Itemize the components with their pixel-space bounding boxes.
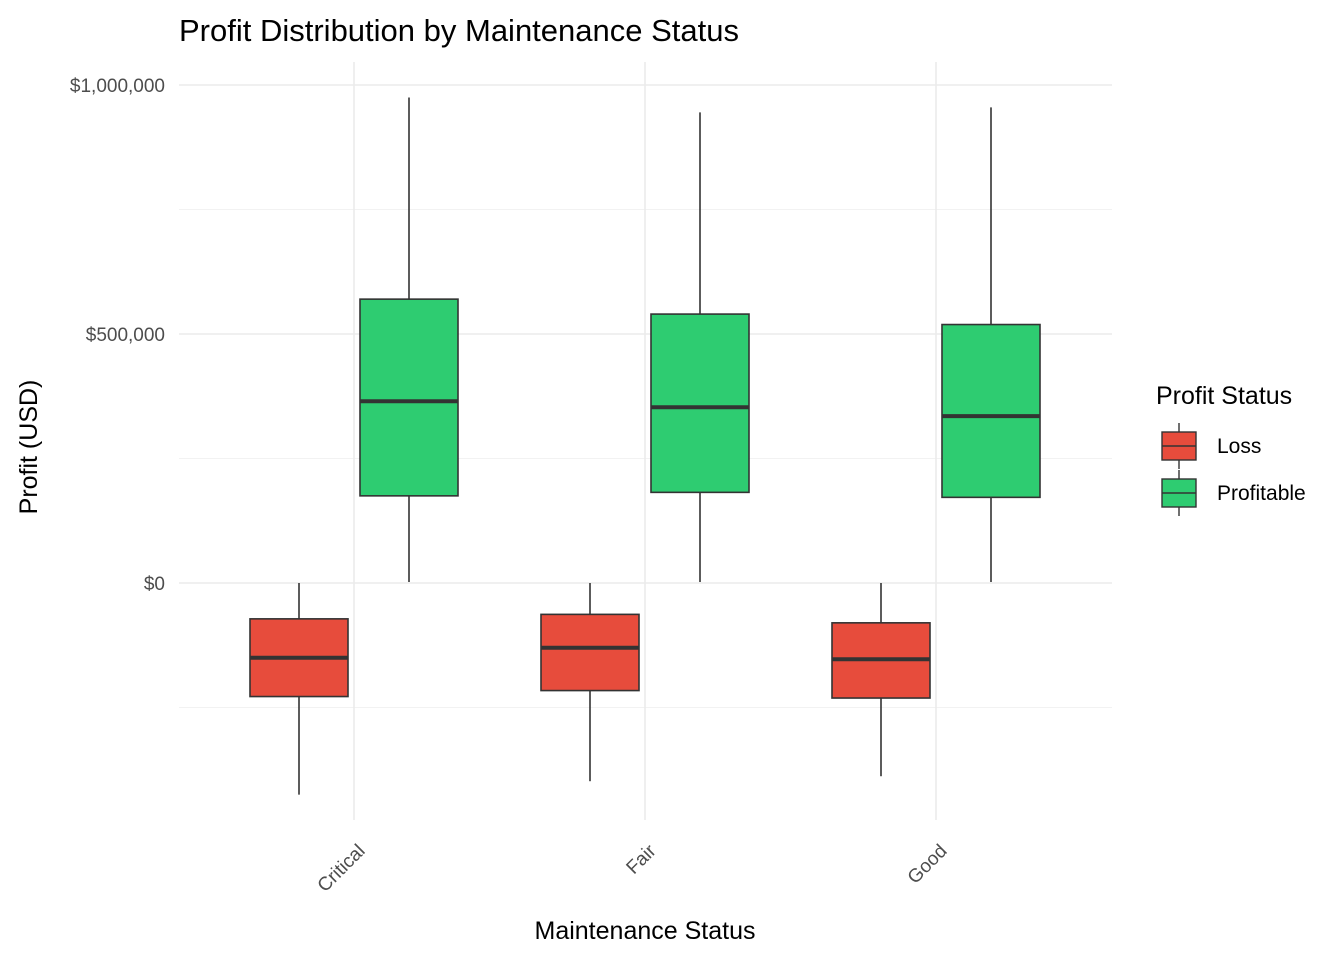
x-axis-title: Maintenance Status: [535, 917, 756, 945]
box-loss-fair: [540, 583, 640, 782]
box-profitable-good: [941, 107, 1041, 583]
y-tick-label: $500,000: [86, 325, 165, 346]
box-loss-good: [831, 583, 931, 777]
y-tick-label: $0: [144, 574, 165, 595]
chart-title: Profit Distribution by Maintenance Statu…: [179, 13, 739, 48]
x-tick-label: Good: [904, 841, 952, 889]
box-iqr: [941, 323, 1041, 499]
legend-item-loss: Loss: [1161, 423, 1261, 469]
box-loss-critical: [249, 583, 349, 795]
box-iqr: [359, 298, 459, 497]
grid: [179, 62, 1112, 820]
legend-label: Loss: [1217, 435, 1261, 458]
legend-title: Profit Status: [1156, 382, 1292, 410]
legend: Profit Status Loss Profitable: [1156, 382, 1306, 516]
y-axis-title: Profit (USD): [15, 380, 43, 515]
box-iqr: [650, 313, 750, 494]
box-profitable-critical: [359, 97, 459, 583]
x-tick-label: Critical: [314, 841, 370, 897]
plot-area: [249, 97, 1041, 795]
y-axis: $0 $500,000 $1,000,000: [70, 76, 165, 595]
box-profitable-fair: [650, 112, 750, 583]
x-axis: Critical Fair Good: [314, 840, 952, 896]
legend-label: Profitable: [1217, 482, 1306, 505]
legend-item-profitable: Profitable: [1161, 470, 1306, 516]
y-tick-label: $1,000,000: [70, 76, 165, 97]
box-iqr: [540, 613, 640, 692]
x-tick-label: Fair: [623, 840, 661, 878]
